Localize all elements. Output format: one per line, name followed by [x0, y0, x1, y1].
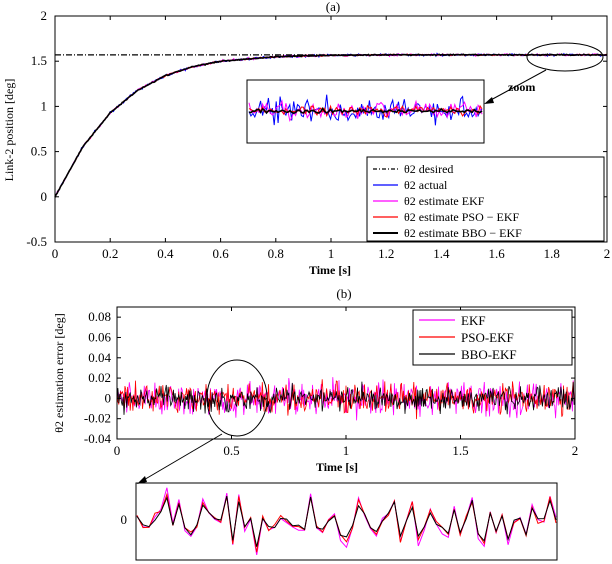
zoom-arrow-b-head — [137, 476, 147, 484]
panel-b-zoom-ytick: 0 — [121, 512, 128, 527]
b-xtick-label: 0 — [114, 443, 121, 458]
a-inset-line — [248, 106, 483, 115]
zoom-arrow-head — [484, 97, 494, 104]
panel-b-x-ticks: 0 0.5 1 1.5 2 — [114, 307, 579, 458]
panel-a-y-label: Link-2 position [deg] — [2, 79, 16, 182]
zoom-ellipse-b — [206, 359, 268, 437]
a-ytick-label: 1.5 — [31, 53, 47, 68]
panel-a-curves — [54, 52, 608, 198]
panel-b-y-ticks: -0.04 -0.02 0 0.02 0.04 0.06 0.08 — [84, 309, 575, 446]
zoom-ellipse — [526, 42, 604, 72]
b-legend-label: PSO-EKF — [461, 330, 514, 345]
a-xtick-label: 0 — [52, 246, 59, 261]
b-ytick-label: 0.06 — [88, 329, 111, 344]
a-legend-label: θ2 actual — [404, 178, 448, 192]
b-xtick-label: 1.5 — [452, 443, 468, 458]
panel-b-zoom-curves — [136, 487, 557, 555]
a-xtick-label: 1.2 — [378, 246, 394, 261]
b-legend-label: EKF — [461, 313, 486, 328]
panel-a-y-ticks: -0.5 0 0.5 1 1.5 2 — [26, 8, 607, 249]
b-zoom-line — [136, 495, 557, 547]
a-xtick-label: 0.8 — [268, 246, 284, 261]
a-legend-label: θ2 estimate BBO − EKF — [404, 226, 522, 240]
b-xtick-label: 2 — [572, 443, 579, 458]
panel-a-legend — [366, 156, 605, 242]
b-xtick-label: 1 — [343, 443, 350, 458]
panel-b-legend-items: EKF PSO-EKF BBO-EKF — [419, 313, 517, 362]
a-xtick-label: 1 — [328, 246, 335, 261]
b-series-line — [116, 381, 575, 415]
a-xtick-label: 2 — [604, 246, 611, 261]
panel-b-x-label: Time [s] — [316, 460, 358, 474]
a-xtick-label: 0.2 — [102, 246, 118, 261]
a-ytick-label: 0.5 — [31, 144, 47, 159]
panel-b-zoom-frame — [135, 482, 558, 561]
b-series-line — [116, 377, 576, 421]
b-ytick-label: 0 — [105, 390, 112, 405]
zoom-arrow — [488, 69, 547, 102]
panel-a-legend-items: θ2 desired θ2 actual θ2 estimate EKF θ2 est… — [373, 162, 522, 240]
a-ytick-label: -0.5 — [26, 234, 47, 249]
a-ytick-label: 0 — [41, 189, 48, 204]
b-ytick-label: 0.04 — [88, 350, 111, 365]
panel-b-curves — [116, 377, 576, 421]
b-ytick-label: -0.02 — [84, 411, 111, 426]
a-ytick-label: 2 — [41, 8, 48, 23]
a-ytick-label: 1 — [41, 98, 48, 113]
panel-a-x-label: Time [s] — [309, 263, 351, 277]
panel-b-caption: (b) — [336, 286, 351, 301]
panel-a-x-ticks: 0 0.2 0.4 0.6 0.8 1 1.2 1.4 1.6 1.8 2 — [52, 16, 611, 261]
b-xtick-label: 0.5 — [223, 443, 239, 458]
a-xtick-label: 1.4 — [433, 246, 450, 261]
a-legend-label: θ2 estimate PSO − EKF — [404, 210, 520, 224]
zoom-label: zoom — [508, 80, 535, 94]
b-ytick-label: -0.04 — [84, 431, 112, 446]
zoom-arrow-b — [141, 433, 223, 482]
a-legend-label: θ2 estimate EKF — [404, 194, 485, 208]
b-ytick-label: 0.02 — [88, 370, 111, 385]
panel-a-zoom-inset-curves — [248, 94, 483, 126]
a-xtick-label: 0.4 — [157, 246, 174, 261]
a-xtick-label: 1.8 — [544, 246, 560, 261]
panel-a-caption: (a) — [326, 0, 340, 14]
a-legend-label: θ2 desired — [404, 162, 453, 176]
a-xtick-label: 1.6 — [488, 246, 505, 261]
b-legend-label: BBO-EKF — [461, 347, 517, 362]
panel-b-y-label: θ2 estimation error [deg] — [52, 313, 66, 432]
a-xtick-label: 0.6 — [212, 246, 229, 261]
b-ytick-label: 0.08 — [88, 309, 111, 324]
